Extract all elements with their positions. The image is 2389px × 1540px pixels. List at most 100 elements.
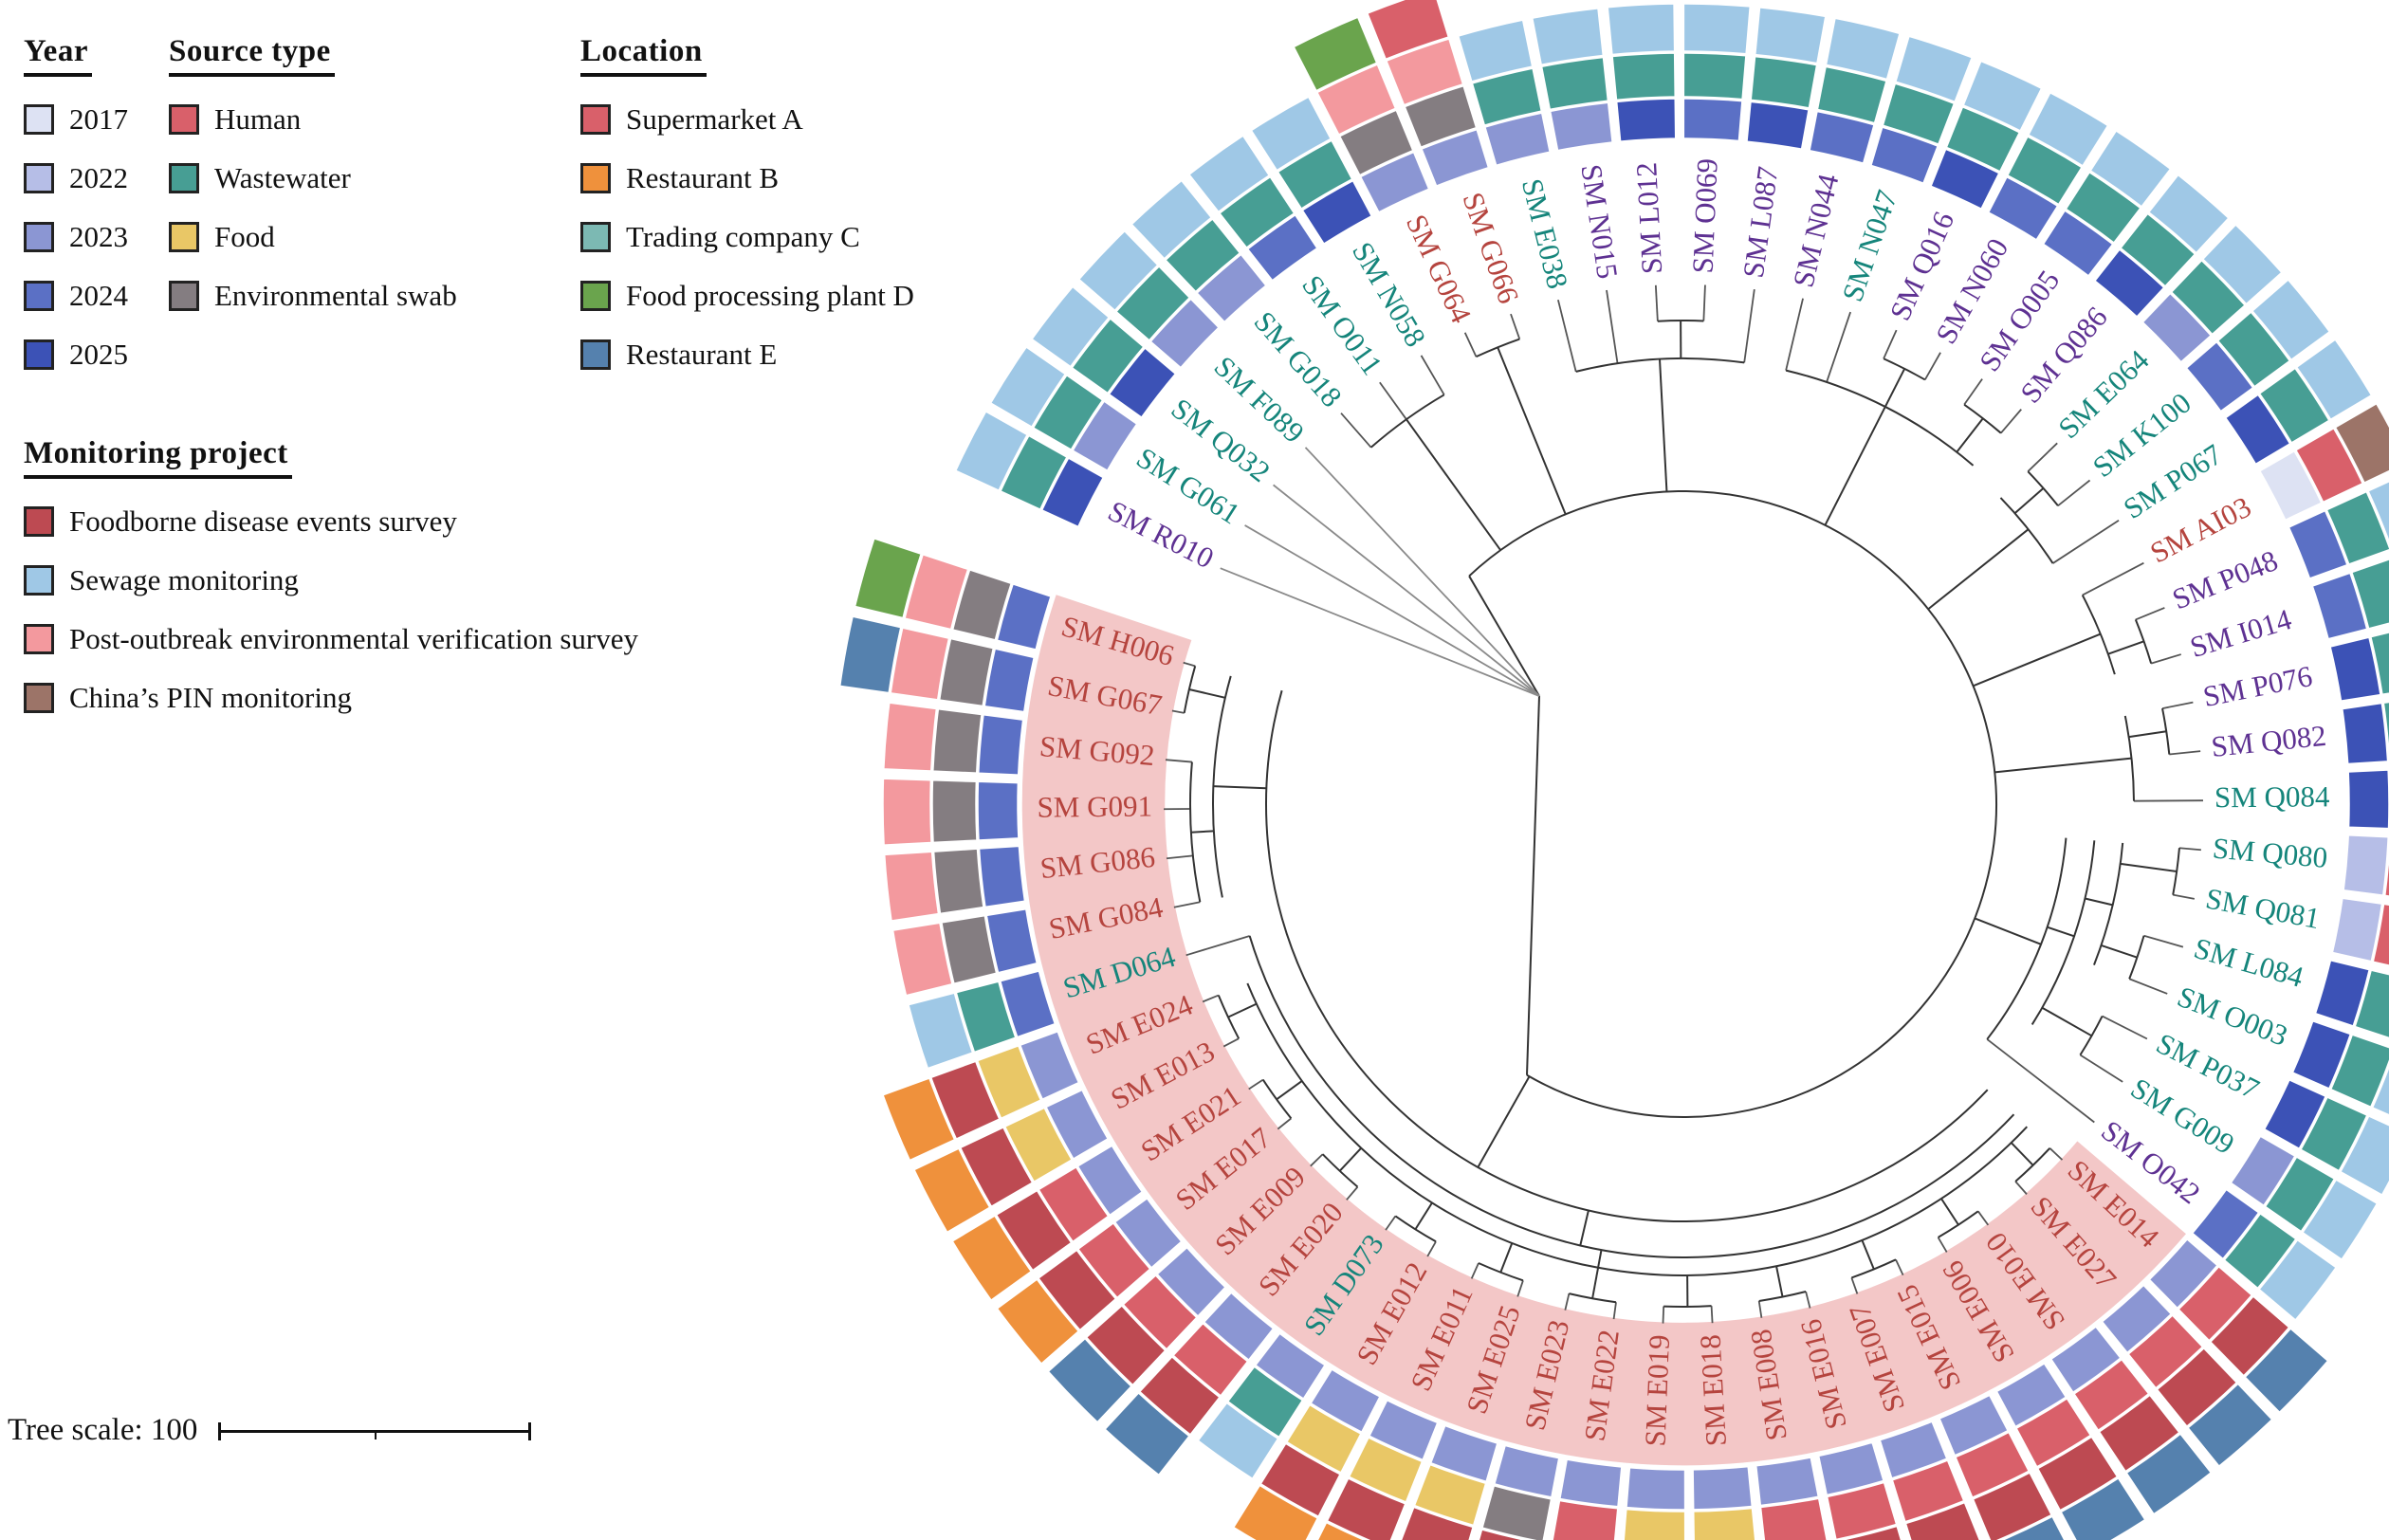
legend-source-swatch (169, 281, 199, 311)
ring-source-segment (1172, 1322, 1249, 1397)
tree-branch-leaf (1340, 412, 1372, 449)
ring-year-segment (2101, 1284, 2173, 1354)
ring-monitoring-segment (1259, 1442, 1341, 1518)
tree-branch-leaf (1826, 311, 1852, 383)
ring-monitoring-segment (2251, 279, 2331, 361)
ring-monitoring-segment (1077, 229, 1159, 312)
legend-source-item: Human (169, 90, 457, 149)
tree-branch-leaf (1310, 1153, 1324, 1167)
ring-source-segment (2178, 1265, 2253, 1342)
tree-cluster-arc (1476, 338, 1520, 358)
ring-year-segment (1746, 101, 1810, 151)
tree-cluster-arc (1394, 1215, 1437, 1243)
legend-source-label: Environmental swab (214, 279, 457, 312)
ring-year-segment (1869, 126, 1939, 185)
ring-monitoring-segment (1031, 285, 1111, 368)
ring-year-segment (1203, 1292, 1275, 1362)
tree-branch-leaf (1185, 935, 1250, 957)
tree-branch-leaf (1612, 1302, 1617, 1320)
ring-year-segment (2185, 340, 2254, 412)
ring-source-segment (2383, 844, 2389, 897)
tree-branch-leaf (1173, 901, 1201, 908)
ring-year-segment (1930, 148, 2000, 211)
ring-source-segment (2127, 1314, 2204, 1389)
leaf-label: SM Q080 (2212, 831, 2329, 874)
ring-year-segment (1558, 1458, 1623, 1508)
legend-monitoring-item: Foodborne disease events survey (24, 492, 638, 551)
ring-location-segment (2244, 1328, 2329, 1414)
legend-monitoring-swatch (24, 624, 54, 654)
ring-monitoring-segment (995, 1189, 1073, 1272)
ring-monitoring-segment (954, 410, 1029, 492)
legend-monitoring-item: Sewage monitoring (24, 551, 638, 610)
tree-cluster-arc (1986, 837, 2067, 1040)
ring-source-segment (1759, 1497, 1828, 1540)
ring-monitoring-segment (1531, 7, 1605, 66)
ring-source-segment (951, 569, 1013, 641)
ring-source-segment (2120, 212, 2196, 287)
tree-cluster-arc (1851, 1258, 1897, 1279)
ring-source-segment (2170, 259, 2247, 336)
legend-year-item: 2025 (24, 325, 128, 384)
ring-year-segment (1939, 1394, 2010, 1457)
legend-location-label: Restaurant B (626, 161, 779, 194)
tree-root-branch (1468, 575, 1540, 697)
ring-source-segment (1032, 374, 1104, 451)
legend-monitoring-swatch (24, 506, 54, 537)
legend-location-label: Restaurant E (626, 338, 778, 371)
tree-branch-leaf (1937, 1237, 1948, 1253)
tree-cluster-stem (1338, 1147, 1362, 1172)
ring-year-segment (1113, 1197, 1183, 1269)
ring-monitoring-segment (1894, 35, 1974, 103)
legend-monitoring-label: Post-outbreak environmental verification… (69, 622, 639, 655)
tree-branch-leaf (2000, 409, 2022, 434)
ring-year-segment (2329, 636, 2381, 702)
leaf-label: SM E018 (1693, 1333, 1733, 1447)
ring-year-segment (2049, 1326, 2122, 1394)
tree-branch-leaf (1564, 1292, 1571, 1311)
legend-location-label: Food processing plant D (626, 279, 914, 312)
tree-branch-leaf (1426, 1240, 1437, 1257)
tree-inner-arc (1468, 490, 1997, 1118)
tree-branch-singleton (1244, 524, 1540, 697)
ring-monitoring-segment (989, 345, 1067, 429)
tree-branch-leaf (1883, 329, 1898, 359)
ring-monitoring-segment (2301, 1179, 2379, 1261)
legend-year-swatch (24, 281, 54, 311)
ring-year-segment (2343, 834, 2389, 896)
ring-source-segment (1882, 82, 1956, 146)
ring-source-segment (1003, 1107, 1074, 1183)
legend-location-title: Location (580, 34, 707, 77)
tree-cluster-stem (1190, 830, 1214, 834)
ring-source-segment (941, 914, 998, 985)
legend-source-label: Wastewater (214, 161, 351, 194)
tree-cluster-arc (1938, 1210, 1979, 1238)
tree-branch-leaf (1805, 1291, 1811, 1309)
ring-monitoring-segment (1315, 64, 1397, 136)
tree-cluster-stem (1213, 785, 1267, 790)
tree-branch-leaf (2143, 934, 2184, 948)
ring-monitoring-segment (904, 553, 969, 631)
tree-branch-leaf (2052, 519, 2120, 564)
ring-source-segment (932, 848, 984, 915)
legend-year-label: 2025 (69, 338, 128, 371)
ring-source-segment (1285, 1403, 1362, 1474)
ring-monitoring-segment (1400, 1506, 1475, 1540)
ring-location-segment (2187, 1383, 2273, 1468)
leaf-label: SM N044 (1786, 171, 1845, 291)
ring-monitoring-segment (1754, 7, 1827, 64)
ring-year-segment (2141, 292, 2213, 363)
legend-source-label: Food (214, 220, 275, 253)
ring-monitoring-segment (1962, 60, 2043, 132)
ring-source-segment (1038, 1165, 1110, 1243)
tree-branch-leaf (1977, 1210, 1990, 1226)
ring-year-segment (2148, 1238, 2219, 1310)
ring-monitoring-segment (1607, 3, 1676, 56)
legend-location-item: Supermarket A (580, 90, 914, 149)
ring-source-segment (1226, 1366, 1304, 1439)
tree-branch-leaf (1743, 289, 1755, 363)
ring-source-segment (955, 981, 1017, 1054)
ring-source-segment (1816, 65, 1887, 124)
ring-monitoring-segment (2089, 129, 2172, 208)
